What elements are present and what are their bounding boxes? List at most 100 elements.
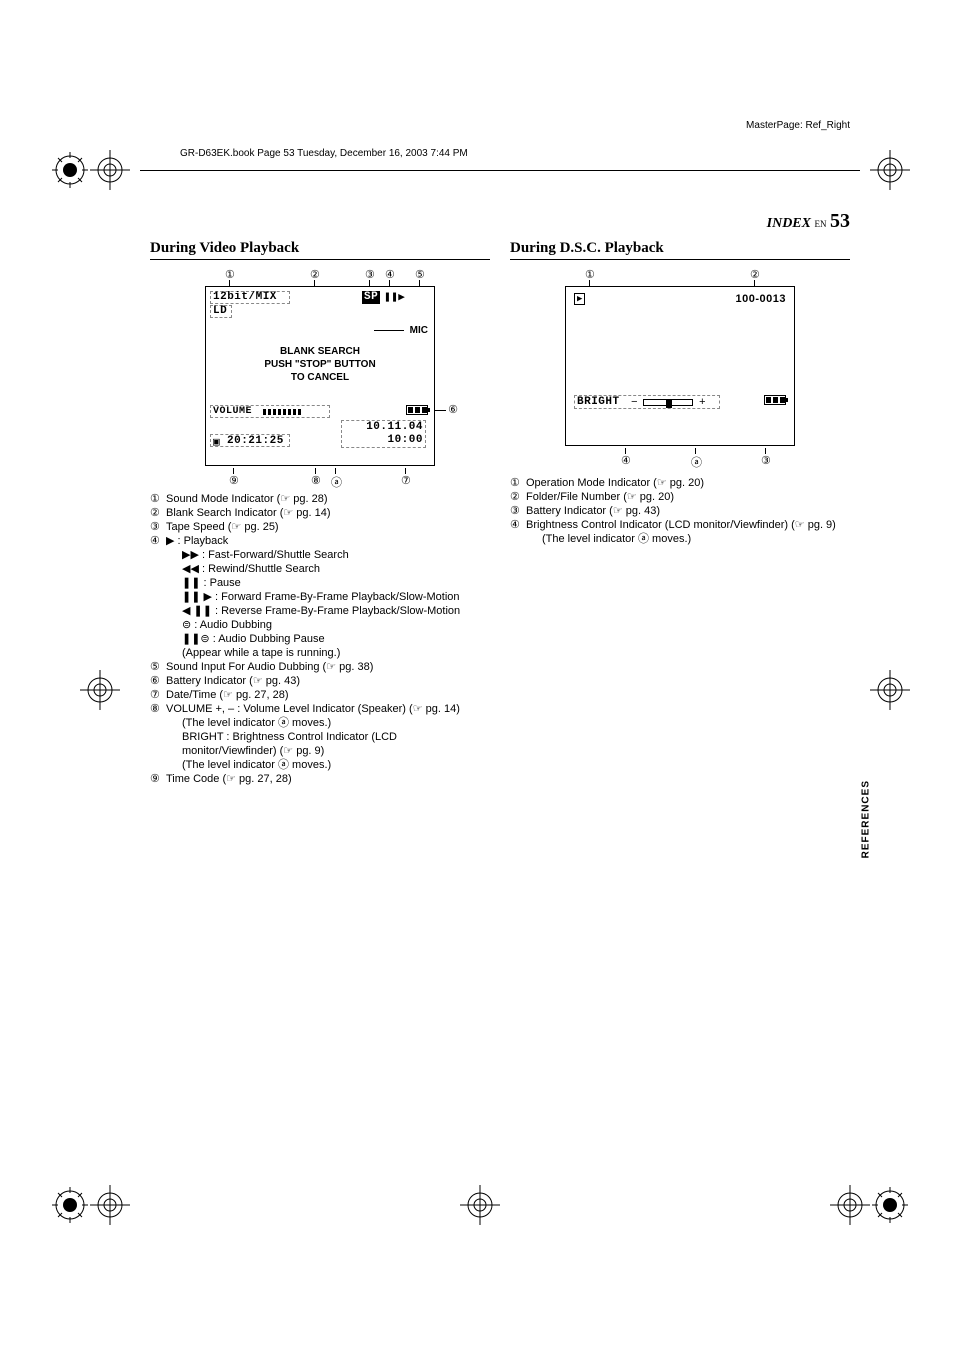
callout-7: ⑦: [401, 474, 411, 487]
time-text: 10:00: [387, 434, 423, 446]
dsc-playback-column: During D.S.C. Playback ① ② ▶ 100-0013 BR…: [510, 240, 850, 786]
reg-mark-icon: [870, 670, 910, 710]
list-item: ⑦Date/Time (☞ pg. 27, 28): [150, 688, 490, 702]
list-item: ①Operation Mode Indicator (☞ pg. 20): [510, 476, 850, 490]
video-item-list: ①Sound Mode Indicator (☞ pg. 28)②Blank S…: [150, 492, 490, 786]
reg-mark-icon: [870, 1185, 910, 1225]
list-item: (Appear while a tape is running.): [150, 646, 490, 660]
list-item-text: Operation Mode Indicator (☞ pg. 20): [526, 476, 850, 490]
list-item-text: Sound Mode Indicator (☞ pg. 28): [166, 492, 490, 506]
list-item: ▶▶ : Fast-Forward/Shuttle Search: [150, 548, 490, 562]
list-item-number: ⑧: [150, 702, 166, 716]
dsc-callout-a: ⓐ: [691, 454, 702, 470]
list-item-number: ④: [150, 534, 166, 548]
ld-text: LD: [213, 305, 227, 317]
list-item: ①Sound Mode Indicator (☞ pg. 28): [150, 492, 490, 506]
list-item: (The level indicator ⓐ moves.): [510, 532, 850, 546]
list-item-number: ⑦: [150, 688, 166, 702]
bright-label: BRIGHT: [577, 396, 620, 408]
reg-mark-icon: [50, 150, 90, 190]
list-item-number: ②: [150, 506, 166, 520]
list-item-text: (The level indicator ⓐ moves.): [526, 532, 850, 546]
list-item-number: ③: [150, 520, 166, 534]
list-item: (The level indicator ⓐ moves.): [150, 716, 490, 730]
list-item-text: ◀◀ : Rewind/Shuttle Search: [166, 562, 490, 576]
list-item-text: Date/Time (☞ pg. 27, 28): [166, 688, 490, 702]
list-item-text: ⊜ : Audio Dubbing: [166, 618, 490, 632]
list-item-text: Folder/File Number (☞ pg. 20): [526, 490, 850, 504]
list-item-number: ⑨: [150, 772, 166, 786]
dsc-item-list: ①Operation Mode Indicator (☞ pg. 20)②Fol…: [510, 476, 850, 546]
page-number: 53: [830, 210, 850, 232]
list-item: ③Tape Speed (☞ pg. 25): [150, 520, 490, 534]
header-rule: [140, 170, 860, 171]
bright-bar-icon: [643, 399, 693, 406]
to-cancel-text: TO CANCEL: [264, 371, 375, 384]
list-item: ⑧VOLUME +, – : Volume Level Indicator (S…: [150, 702, 490, 716]
book-header: GR-D63EK.book Page 53 Tuesday, December …: [180, 148, 468, 159]
list-item-text: Sound Input For Audio Dubbing (☞ pg. 38): [166, 660, 490, 674]
list-item-number: ①: [510, 476, 526, 490]
references-side-label: REFERENCES: [860, 780, 871, 858]
dsc-display: ▶ 100-0013 BRIGHT − +: [565, 286, 795, 446]
push-stop-text: PUSH "STOP" BUTTON: [264, 358, 375, 371]
list-item: ⊜ : Audio Dubbing: [150, 618, 490, 632]
reg-mark-icon: [50, 1185, 90, 1225]
list-item: ②Blank Search Indicator (☞ pg. 14): [150, 506, 490, 520]
video-playback-column: During Video Playback ① ② ③ ④ ⑤ 12bit/MI…: [150, 240, 490, 786]
blank-search-text: BLANK SEARCH: [264, 345, 375, 358]
list-item-text: Battery Indicator (☞ pg. 43): [166, 674, 490, 688]
dsc-battery-icon: [764, 395, 786, 407]
list-item-text: Time Code (☞ pg. 27, 28): [166, 772, 490, 786]
reg-mark-icon: [870, 150, 910, 190]
list-item-number: ④: [510, 518, 526, 532]
list-item: ◀◀ : Rewind/Shuttle Search: [150, 562, 490, 576]
list-item-text: (Appear while a tape is running.): [166, 646, 490, 660]
list-item: ⑥Battery Indicator (☞ pg. 43): [150, 674, 490, 688]
list-item-number: ①: [150, 492, 166, 506]
list-item: ⑨Time Code (☞ pg. 27, 28): [150, 772, 490, 786]
list-item: ④▶ : Playback: [150, 534, 490, 548]
list-item: ❚❚ ▶ : Forward Frame-By-Frame Playback/S…: [150, 590, 490, 604]
playback-icon: ▶: [574, 293, 585, 305]
list-item-number: ⑥: [150, 674, 166, 688]
index-lang: EN: [815, 219, 827, 229]
list-item: BRIGHT : Brightness Control Indicator (L…: [150, 730, 490, 758]
list-item: ②Folder/File Number (☞ pg. 20): [510, 490, 850, 504]
reg-mark-icon: [460, 1185, 500, 1225]
reg-mark-icon: [830, 1185, 870, 1225]
timecode-text: 20:21:25: [227, 435, 284, 447]
callout-6: ⑥: [448, 403, 458, 416]
list-item: ④Brightness Control Indicator (LCD monit…: [510, 518, 850, 532]
masterpage-label: MasterPage: Ref_Right: [746, 120, 850, 131]
minus-icon: −: [631, 397, 638, 409]
list-item: ⑤Sound Input For Audio Dubbing (☞ pg. 38…: [150, 660, 490, 674]
list-item: ❚❚ : Pause: [150, 576, 490, 590]
list-item-text: ◀ ❚❚ : Reverse Frame-By-Frame Playback/S…: [166, 604, 490, 618]
list-item-text: Brightness Control Indicator (LCD monito…: [526, 518, 850, 532]
list-item: ◀ ❚❚ : Reverse Frame-By-Frame Playback/S…: [150, 604, 490, 618]
list-item-number: ⑤: [150, 660, 166, 674]
list-item-text: VOLUME +, – : Volume Level Indicator (Sp…: [166, 702, 490, 716]
index-label: INDEX: [767, 216, 811, 231]
list-item: (The level indicator ⓐ moves.): [150, 758, 490, 772]
list-item-text: ▶ : Playback: [166, 534, 490, 548]
list-item: ❚❚⊜ : Audio Dubbing Pause: [150, 632, 490, 646]
sound-mode-text: 12bit/MIX: [213, 291, 277, 303]
list-item-text: (The level indicator ⓐ moves.): [166, 758, 490, 772]
date-text: 10.11.04: [366, 421, 423, 433]
reg-mark-icon: [90, 1185, 130, 1225]
callout-a: ⓐ: [331, 474, 342, 490]
list-item-text: ❚❚⊜ : Audio Dubbing Pause: [166, 632, 490, 646]
play-pause-icon: ❚❚▶: [384, 290, 405, 304]
list-item-text: Tape Speed (☞ pg. 25): [166, 520, 490, 534]
reg-mark-icon: [90, 150, 130, 190]
list-item-text: (The level indicator ⓐ moves.): [166, 716, 490, 730]
sp-text: SP: [362, 291, 380, 304]
list-item-number: ②: [510, 490, 526, 504]
list-item-text: Battery Indicator (☞ pg. 43): [526, 504, 850, 518]
dsc-callout-3: ③: [761, 454, 771, 467]
plus-icon: +: [699, 397, 706, 409]
video-section-title: During Video Playback: [150, 240, 490, 260]
callout-9: ⑨: [229, 474, 239, 487]
